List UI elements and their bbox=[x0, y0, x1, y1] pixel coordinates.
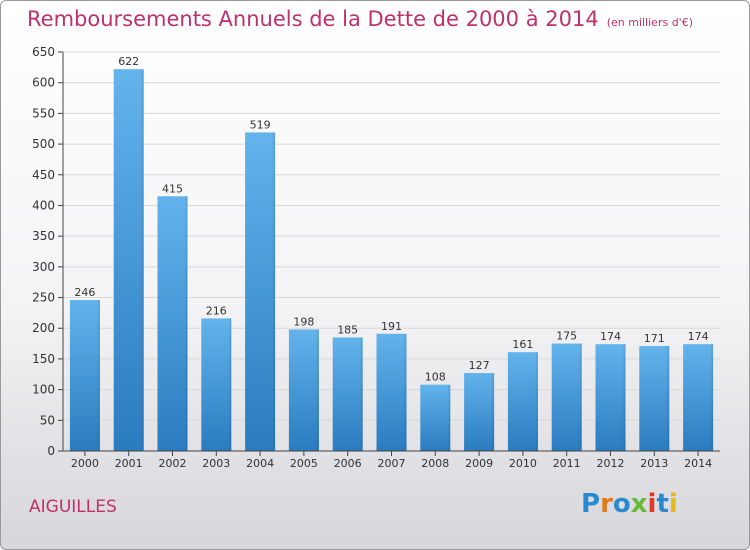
bar-shade-2011 bbox=[578, 343, 582, 451]
bar-2005 bbox=[288, 329, 319, 451]
value-label: 191 bbox=[381, 320, 402, 333]
bar-2008 bbox=[420, 384, 451, 451]
bar-2001 bbox=[113, 69, 144, 452]
chart-subtitle: (en milliers d'€) bbox=[606, 16, 693, 29]
x-tick-label: 2007 bbox=[378, 457, 406, 470]
bar-2007 bbox=[376, 333, 407, 451]
value-label: 198 bbox=[293, 315, 314, 328]
y-tick-label: 500 bbox=[32, 137, 55, 151]
x-tick-label: 2012 bbox=[597, 457, 625, 470]
value-label: 108 bbox=[425, 371, 446, 384]
value-label: 175 bbox=[556, 330, 577, 343]
value-label: 185 bbox=[337, 323, 358, 336]
bar-2000 bbox=[69, 299, 100, 451]
y-tick-label: 550 bbox=[32, 106, 55, 120]
bar-shade-2014 bbox=[710, 344, 714, 451]
value-label: 174 bbox=[600, 330, 621, 343]
value-label: 161 bbox=[512, 338, 533, 351]
y-tick-label: 650 bbox=[32, 45, 55, 59]
bar-2002 bbox=[157, 196, 188, 451]
y-tick-label: 600 bbox=[32, 76, 55, 90]
bar-shade-2006 bbox=[359, 337, 363, 451]
y-tick-label: 250 bbox=[32, 291, 55, 305]
bar-shade-2008 bbox=[447, 384, 451, 451]
proxiti-logo: Proxiti bbox=[581, 489, 678, 519]
bar-2006 bbox=[332, 337, 363, 451]
bar-shade-2002 bbox=[184, 196, 188, 451]
bar-shade-2013 bbox=[666, 346, 670, 451]
x-tick-label: 2000 bbox=[71, 457, 99, 470]
bar-2011 bbox=[551, 343, 582, 451]
y-tick-label: 150 bbox=[32, 352, 55, 366]
value-label: 127 bbox=[469, 359, 490, 372]
x-tick-label: 2013 bbox=[640, 457, 668, 470]
y-tick-labels: 0 50 100 150 200 250 300 350 400 450 500 550 600 650 bbox=[32, 45, 55, 458]
y-tick-label: 200 bbox=[32, 321, 55, 335]
bar-shade-2005 bbox=[315, 329, 319, 451]
bar-2003 bbox=[201, 318, 232, 451]
bar-2012 bbox=[595, 344, 626, 451]
y-tick-label: 450 bbox=[32, 168, 55, 182]
y-tick-label: 300 bbox=[32, 260, 55, 274]
x-tick-label: 2002 bbox=[159, 457, 187, 470]
chart-title-text: Remboursements Annuels de la Dette de 20… bbox=[27, 7, 599, 31]
y-tick-label: 350 bbox=[32, 229, 55, 243]
x-tick-label: 2011 bbox=[553, 457, 581, 470]
value-label: 519 bbox=[250, 118, 271, 131]
y-tick-label: 100 bbox=[32, 383, 55, 397]
value-label: 415 bbox=[162, 182, 183, 195]
value-label: 622 bbox=[118, 55, 139, 68]
x-tick-label: 2010 bbox=[509, 457, 537, 470]
x-tick-label: 2014 bbox=[684, 457, 712, 470]
bar-shade-2003 bbox=[228, 318, 232, 451]
x-tick-labels: 2000 2001 2002 2003 2004 2005 2006 2007 2008 2009… bbox=[71, 451, 712, 470]
x-tick-label: 2005 bbox=[290, 457, 318, 470]
x-tick-label: 2008 bbox=[421, 457, 449, 470]
value-labels: 246 622 415 216 519 198 185 191 108 127 161 175 174 1… bbox=[74, 55, 708, 384]
y-tick-label: 400 bbox=[32, 198, 55, 212]
city-name: AIGUILLES bbox=[29, 497, 117, 517]
value-label: 171 bbox=[644, 332, 665, 345]
value-label: 216 bbox=[206, 304, 227, 317]
y-tick-label: 0 bbox=[47, 444, 55, 458]
bar-shade-2012 bbox=[622, 344, 626, 451]
x-tick-label: 2001 bbox=[115, 457, 143, 470]
bar-shade-2010 bbox=[534, 352, 538, 451]
x-tick-label: 2006 bbox=[334, 457, 362, 470]
bar-2013 bbox=[639, 346, 670, 451]
y-tick-label: 50 bbox=[40, 413, 55, 427]
bar-2004 bbox=[245, 132, 276, 451]
bar-2010 bbox=[507, 352, 538, 451]
value-label: 174 bbox=[688, 330, 709, 343]
bar-2014 bbox=[683, 344, 714, 451]
x-tick-label: 2009 bbox=[465, 457, 493, 470]
bar-shade-2000 bbox=[96, 299, 100, 451]
bars bbox=[69, 69, 714, 452]
value-label: 246 bbox=[74, 286, 95, 299]
bar-shade-2007 bbox=[403, 333, 407, 451]
bar-shade-2004 bbox=[272, 132, 276, 451]
bar-shade-2001 bbox=[140, 69, 144, 452]
bar-shade-2009 bbox=[491, 373, 495, 451]
chart-title: Remboursements Annuels de la Dette de 20… bbox=[27, 7, 693, 31]
x-tick-label: 2003 bbox=[202, 457, 230, 470]
x-tick-label: 2004 bbox=[246, 457, 274, 470]
bar-2009 bbox=[464, 373, 495, 451]
